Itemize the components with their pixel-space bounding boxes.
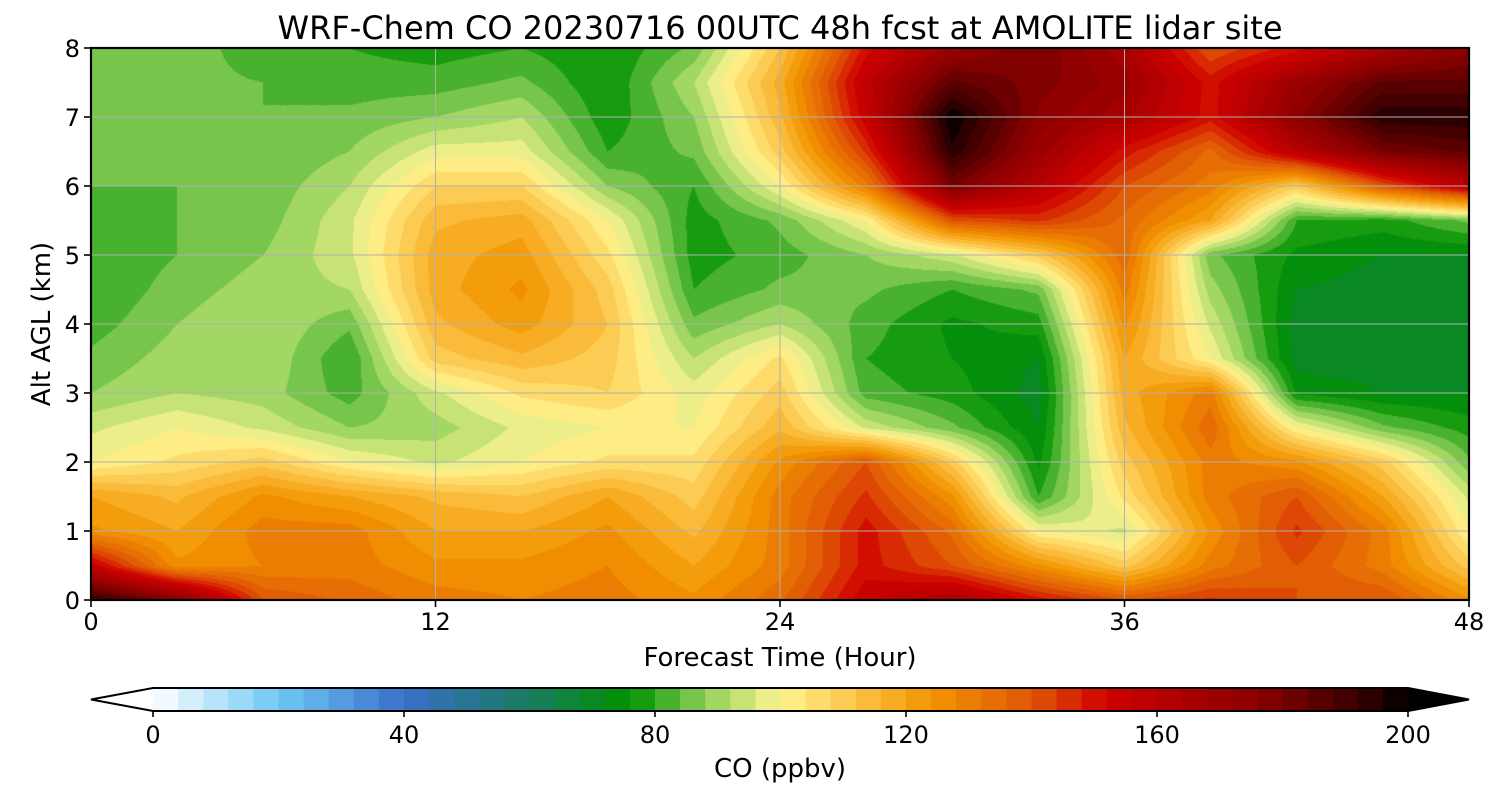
colorbar-level	[1332, 688, 1359, 711]
colorbar-level	[454, 688, 480, 711]
x-tick-label: 36	[1109, 608, 1140, 636]
x-tick-label: 24	[765, 608, 796, 636]
y-tick-label: 7	[65, 104, 80, 132]
colorbar-extend-min	[91, 688, 153, 711]
colorbar-level	[1106, 688, 1133, 711]
y-tick-label: 5	[65, 242, 80, 270]
y-tick-label: 4	[65, 311, 80, 339]
colorbar-level	[906, 688, 932, 711]
colorbar-tick-label: 160	[1134, 721, 1180, 749]
colorbar-level	[730, 688, 756, 711]
colorbar-level	[855, 688, 882, 711]
colorbar-level	[1232, 688, 1258, 711]
colorbar-level	[1357, 688, 1384, 711]
colorbar	[90, 687, 1470, 712]
y-tick-label: 8	[65, 35, 80, 63]
y-tick-label: 2	[65, 449, 80, 477]
x-tick-label: 0	[83, 608, 98, 636]
colorbar-level	[655, 688, 681, 711]
colorbar-level	[278, 688, 305, 711]
x-axis-label: Forecast Time (Hour)	[643, 643, 916, 673]
colorbar-level	[228, 688, 254, 711]
colorbar-level	[1182, 688, 1208, 711]
colorbar-level	[429, 688, 455, 711]
colorbar-level	[378, 688, 405, 711]
colorbar-level	[554, 688, 581, 711]
y-axis: 0 1 2 3 4 5 6 7 8	[65, 35, 91, 615]
colorbar-level	[1257, 688, 1284, 711]
colorbar-level	[1157, 688, 1183, 711]
x-tick-label: 48	[1454, 608, 1485, 636]
colorbar-level	[981, 688, 1007, 711]
colorbar-tick-label: 0	[145, 721, 160, 749]
colorbar-level	[203, 688, 229, 711]
y-tick-label: 6	[65, 173, 80, 201]
colorbar-tick-label: 80	[640, 721, 671, 749]
colorbar-level	[353, 688, 380, 711]
colorbar-level	[579, 688, 606, 711]
colorbar-level	[830, 688, 857, 711]
colorbar-label: CO (ppbv)	[714, 754, 846, 784]
colorbar-level	[1006, 688, 1033, 711]
colorbar-level	[153, 688, 179, 711]
colorbar-tick-label: 40	[389, 721, 420, 749]
colorbar-tick-label: 200	[1385, 721, 1431, 749]
colorbar-level	[705, 688, 731, 711]
y-axis-label: Alt AGL (km)	[27, 242, 57, 406]
colorbar-level	[880, 688, 907, 711]
colorbar-level	[178, 688, 204, 711]
colorbar-level	[529, 688, 556, 711]
y-tick-label: 1	[65, 518, 80, 546]
colorbar-level	[931, 688, 957, 711]
colorbar-level	[1207, 688, 1233, 711]
colorbar-level	[1282, 688, 1309, 711]
colorbar-level	[604, 688, 631, 711]
colorbar-level	[1131, 688, 1158, 711]
x-tick-label: 12	[420, 608, 451, 636]
colorbar-level	[1307, 688, 1334, 711]
colorbar-level	[328, 688, 355, 711]
colorbar-tick-label: 120	[883, 721, 929, 749]
colorbar-level	[303, 688, 330, 711]
x-axis: 0 12 24 36 48	[83, 600, 1484, 636]
colorbar-ticks: 0 40 80 120 160 200	[145, 711, 1431, 749]
colorbar-level	[1031, 688, 1058, 711]
colorbar-level	[680, 688, 706, 711]
colorbar-level	[1382, 688, 1409, 711]
colorbar-level	[956, 688, 982, 711]
colorbar-level	[1056, 688, 1083, 711]
colorbar-level	[805, 688, 832, 711]
colorbar-level	[1081, 688, 1108, 711]
y-tick-label: 0	[65, 587, 80, 615]
chart-title: WRF-Chem CO 20230716 00UTC 48h fcst at A…	[277, 9, 1282, 47]
colorbar-level	[479, 688, 505, 711]
colorbar-level	[253, 688, 280, 711]
colorbar-level	[504, 688, 531, 711]
colorbar-extend-max	[1408, 688, 1469, 711]
colorbar-level	[404, 688, 430, 711]
y-tick-label: 3	[65, 380, 80, 408]
colorbar-level	[780, 688, 807, 711]
colorbar-level	[629, 688, 656, 711]
colorbar-level	[755, 688, 782, 711]
